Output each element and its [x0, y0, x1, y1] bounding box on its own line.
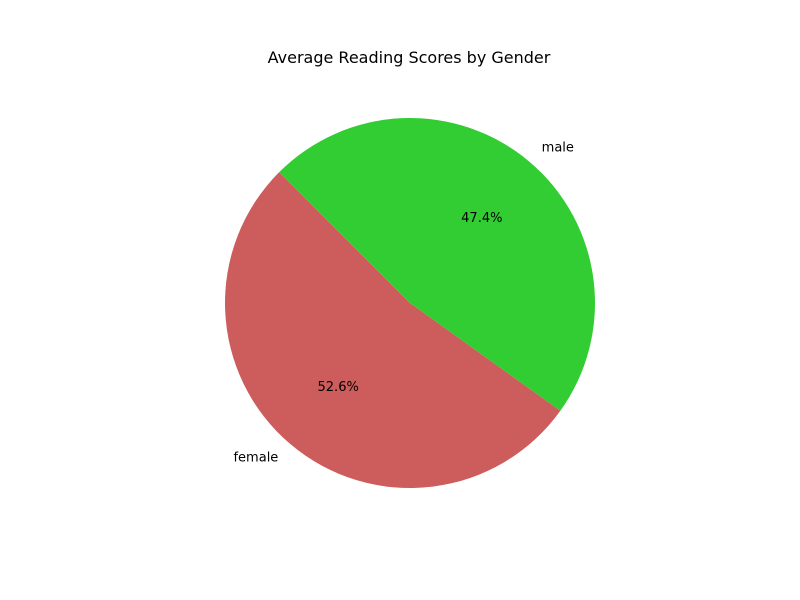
- slice-percent-male: 47.4%: [461, 211, 502, 226]
- slice-label-female: female: [233, 451, 278, 466]
- slice-label-male: male: [542, 140, 574, 155]
- pie-slice-male: [279, 117, 596, 411]
- pie-slices: [225, 117, 596, 488]
- chart-title: Average Reading Scores by Gender: [268, 48, 551, 67]
- pie-slice-female: [225, 172, 561, 488]
- slice-percent-female: 52.6%: [318, 380, 359, 395]
- pie-labels: female 52.6% male 47.4%: [233, 140, 573, 465]
